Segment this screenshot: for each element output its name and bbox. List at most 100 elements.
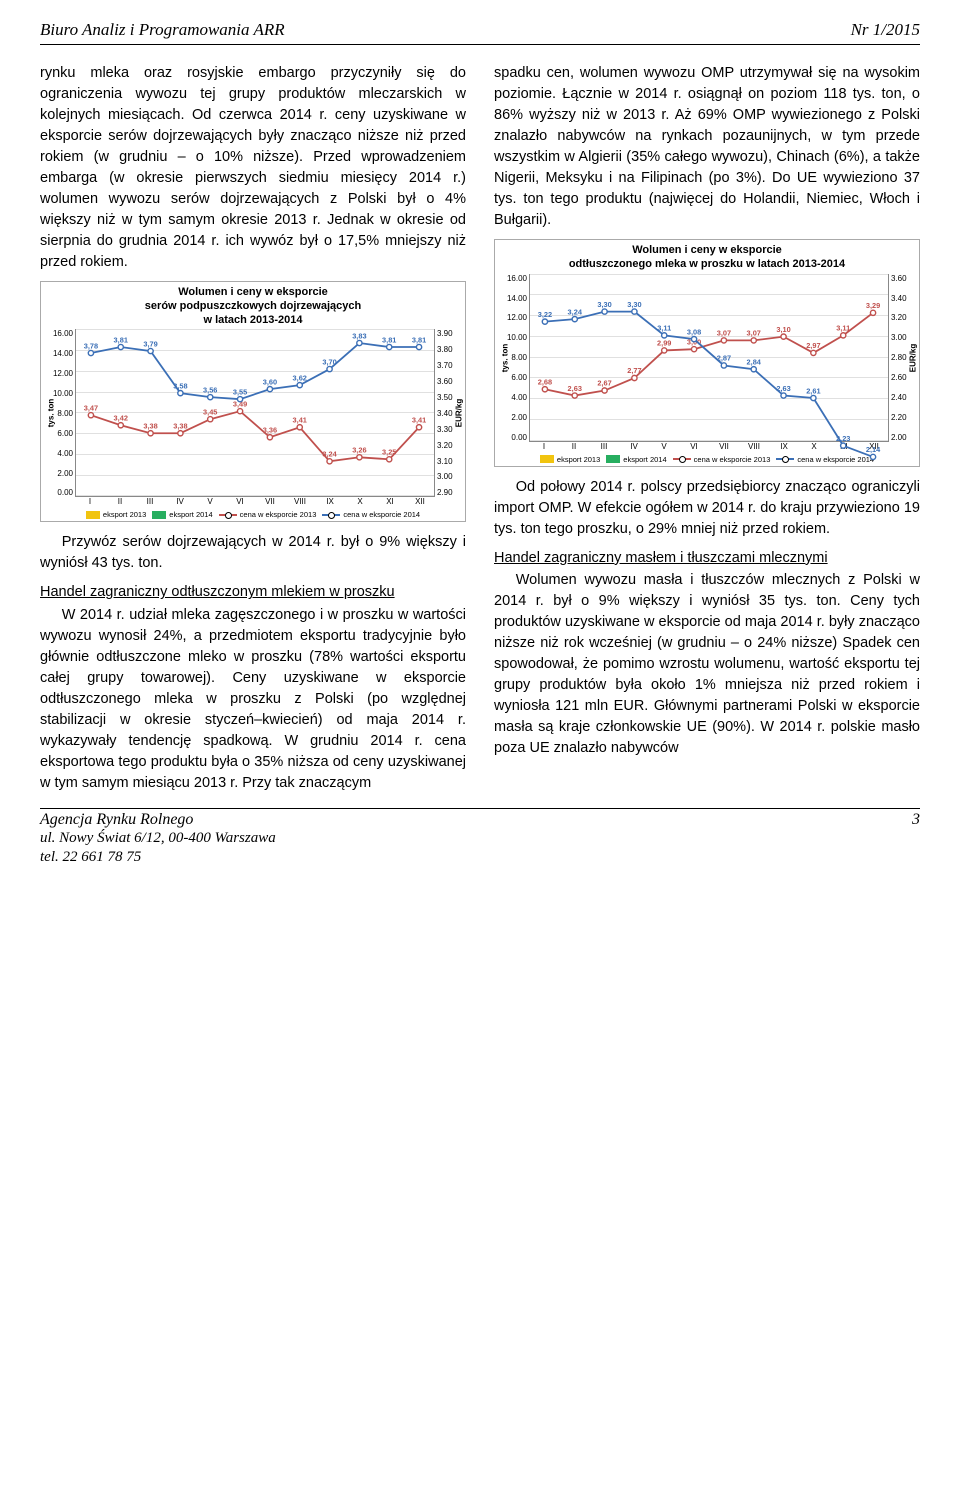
xtick: XI [375,497,405,506]
legend-swatch [673,458,691,460]
legend-swatch [540,455,554,463]
legend-item: cena w eksporcie 2013 [219,510,317,519]
legend-swatch [776,458,794,460]
line-price-2014-marker [357,341,362,346]
line-price-2013-value: 3,07 [747,328,761,337]
line-price-2013-marker [267,435,272,440]
line-price-2013-marker [632,375,637,380]
xtick: III [589,442,619,451]
page-number: 3 [912,811,920,829]
line-price-2013-marker [781,334,786,339]
xtick: VIII [285,497,315,506]
line-price-2014-value: 3,79 [143,340,157,349]
line-price-2014-value: 3,11 [657,323,671,332]
line-price-2013 [91,412,419,462]
line-price-2013-marker [297,425,302,430]
legend-label: eksport 2014 [623,455,666,464]
ylabel-right: EUR/kg [908,343,917,371]
line-price-2014-value: 3,60 [263,378,277,387]
line-price-2013-marker [572,393,577,398]
legend-swatch [86,511,100,519]
xtick: X [345,497,375,506]
line-price-2014-marker [751,366,756,371]
line-price-2013-marker [811,350,816,355]
legend-item: eksport 2013 [86,510,146,519]
xtick: IV [619,442,649,451]
legend-label: cena w eksporcie 2013 [694,455,771,464]
line-price-2013-marker [662,347,667,352]
line-price-2014-marker [178,391,183,396]
line-price-2014-marker [237,397,242,402]
line-price-2013-value: 3,49 [233,400,247,409]
line-price-2013-marker [542,386,547,391]
line-price-2014-marker [602,309,607,314]
line-price-2013-value: 3,11 [836,323,850,332]
chart-legend: eksport 2013 eksport 2014 cena w eksporcie… [45,510,461,519]
left-subhead-1: Handel zagraniczny odtłuszczonym mlekiem… [40,582,466,602]
xtick: XII [405,497,435,506]
line-price-2014-value: 3,62 [293,374,307,383]
line-price-2014-value: 3,81 [412,336,426,345]
xaxis: IIIIIIIVVVIVIIVIIIIXXXIXII [529,442,889,451]
line-price-2014-value: 3,56 [203,386,217,395]
line-price-2013-value: 3,00 [687,337,701,346]
line-price-2013-value: 3,26 [352,446,366,455]
line-price-2013-marker [721,337,726,342]
line-price-2013-marker [148,431,153,436]
line-price-2014-marker [811,395,816,400]
footer-agency: Agencja Rynku Rolnego [40,811,193,829]
footer-rule [40,808,920,809]
header-rule [40,44,920,45]
line-price-2014-value: 2,84 [747,357,762,366]
xtick: II [559,442,589,451]
line-price-2013-marker [327,459,332,464]
line-price-2013-marker [208,417,213,422]
xtick: IX [315,497,345,506]
xtick: VI [225,497,255,506]
right-p1: spadku cen, wolumen wywozu OMP utrzymywa… [494,63,920,231]
line-price-2013-marker [118,423,123,428]
line-price-2014-marker [208,395,213,400]
line-price-2013-value: 3,47 [84,404,98,413]
line-price-2014-value: 3,08 [687,327,701,336]
legend-item: cena w eksporcie 2014 [322,510,420,519]
line-price-2013-value: 2,99 [657,338,671,347]
xtick: VII [255,497,285,506]
line-price-2014 [91,343,419,399]
xtick: I [75,497,105,506]
line-price-2013 [545,312,873,395]
legend-item: cena w eksporcie 2013 [673,455,771,464]
left-p3: W 2014 r. udział mleka zagęszczonego i w… [40,605,466,794]
chart-title: Wolumen i ceny w eksporcieodtłuszczonego… [499,244,915,272]
right-p3: Wolumen wywozu masła i tłuszczów mleczny… [494,570,920,759]
xtick: IX [769,442,799,451]
legend-item: cena w eksporcie 2014 [776,455,874,464]
legend-label: eksport 2014 [169,510,212,519]
line-price-2013-value: 2,77 [627,366,641,375]
line-price-2014 [545,311,873,456]
line-price-2014-marker [721,362,726,367]
line-price-2014-value: 3,70 [322,358,336,367]
xtick: I [529,442,559,451]
line-price-2013-value: 3,25 [382,448,396,457]
line-price-2014-value: 2,23 [836,434,850,443]
line-price-2014-value: 2,61 [806,386,820,395]
xtick: VIII [739,442,769,451]
header-right: Nr 1/2015 [851,20,920,40]
chart-body: 16.0014.0012.0010.008.006.004.002.000.00… [45,329,461,497]
line-price-2014-marker [148,349,153,354]
line-price-2014-value: 3,81 [114,336,128,345]
line-price-2014-marker [691,336,696,341]
legend-item: eksport 2013 [540,455,600,464]
chart-omp: Wolumen i ceny w eksporcieodtłuszczonego… [494,239,920,467]
legend-label: eksport 2013 [557,455,600,464]
left-column: rynku mleka oraz rosyjskie embargo przyc… [40,63,466,794]
line-price-2014-marker [88,351,93,356]
legend-swatch [152,511,166,519]
footer-addr1: ul. Nowy Świat 6/12, 00-400 Warszawa [40,829,920,849]
line-price-2014-marker [267,387,272,392]
xtick: IV [165,497,195,506]
line-price-2013-marker [387,457,392,462]
line-price-2014-value: 3,55 [233,388,247,397]
legend-label: cena w eksporcie 2013 [240,510,317,519]
